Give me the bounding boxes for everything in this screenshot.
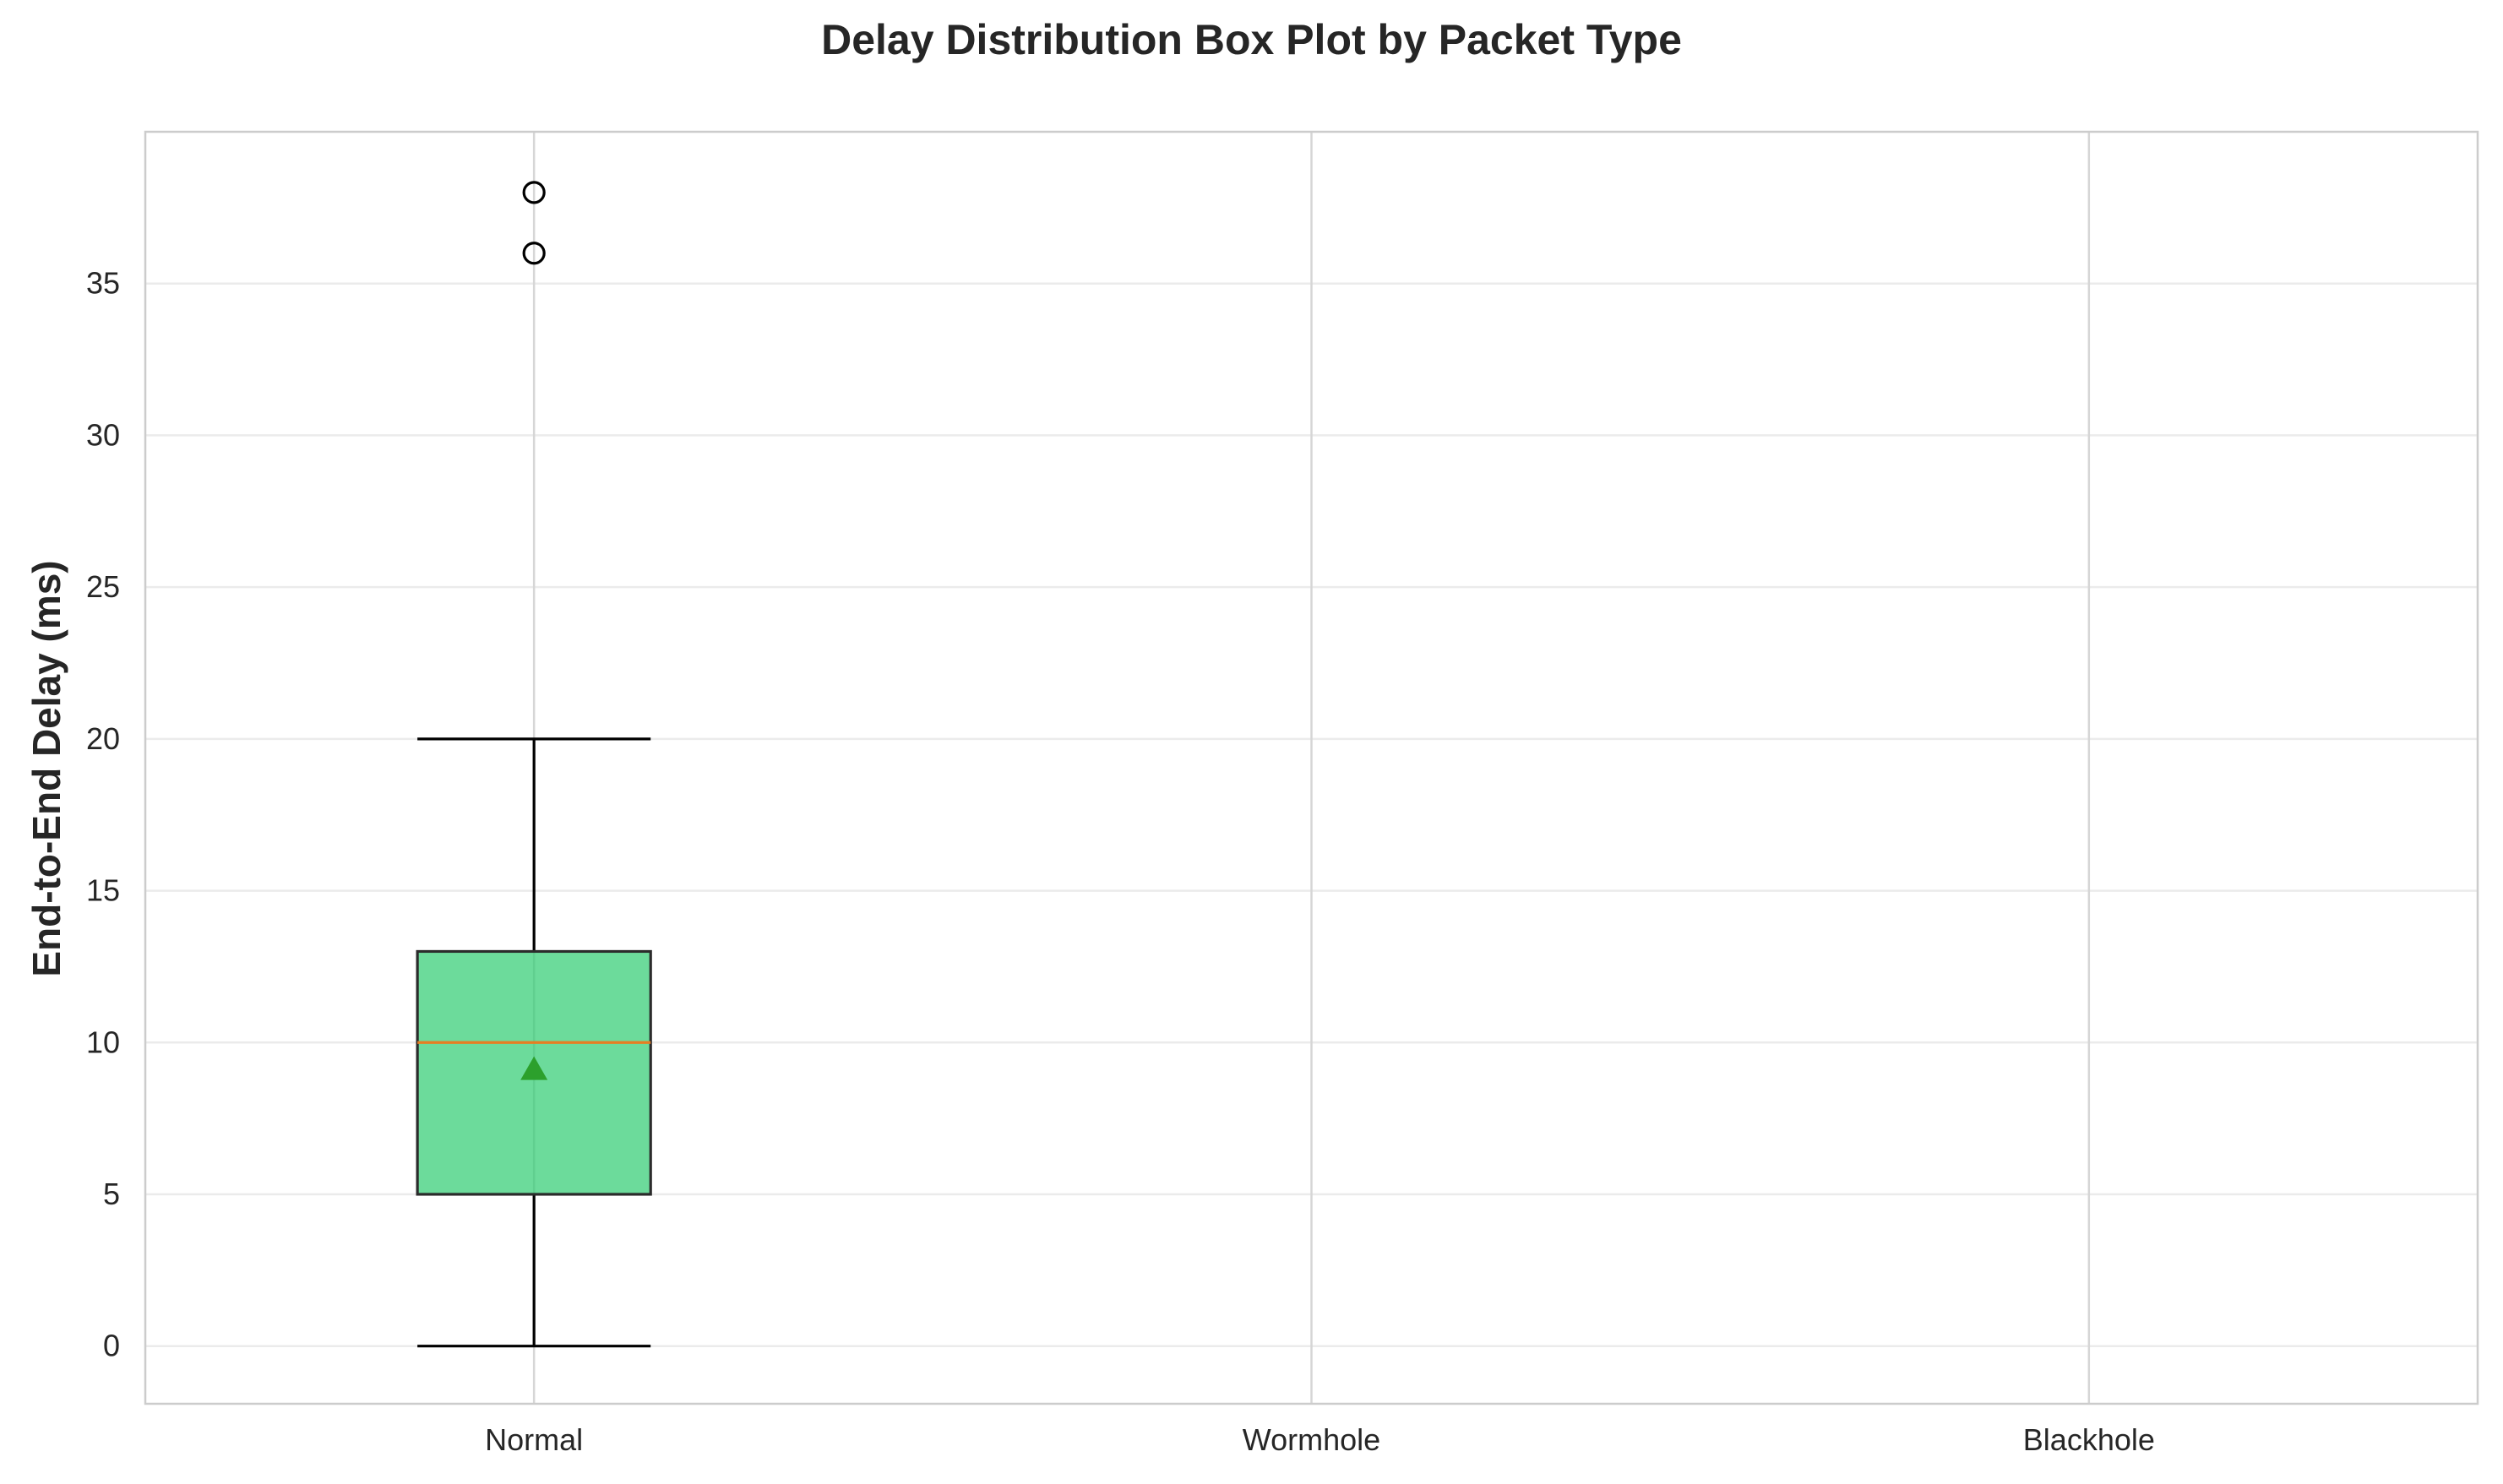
mean-marker	[520, 1056, 548, 1080]
y-tick-label: 0	[103, 1329, 120, 1363]
x-tick-label: Blackhole	[2023, 1422, 2155, 1457]
y-tick-label: 15	[86, 873, 120, 908]
x-tick-label: Wormhole	[1243, 1422, 1380, 1457]
box-layer	[416, 181, 652, 1348]
tick-layer: 0 5 10 15 20 25 30 35 Normal Wormhole Blackhole	[86, 266, 2155, 1457]
y-tick-label: 30	[86, 417, 120, 452]
x-tick-label: Normal	[485, 1422, 583, 1457]
chart-title: Delay Distribution Box Plot by Packet Ty…	[821, 16, 1682, 63]
y-tick-label: 35	[86, 266, 120, 301]
y-tick-label: 10	[86, 1025, 120, 1059]
y-tick-label: 20	[86, 721, 120, 756]
outlier-point	[522, 181, 546, 204]
outlier-point	[522, 242, 546, 265]
plot-frame	[144, 130, 2479, 1405]
y-tick-label: 5	[103, 1177, 120, 1211]
y-tick-label: 25	[86, 569, 120, 604]
grid-layer	[145, 132, 2478, 1404]
